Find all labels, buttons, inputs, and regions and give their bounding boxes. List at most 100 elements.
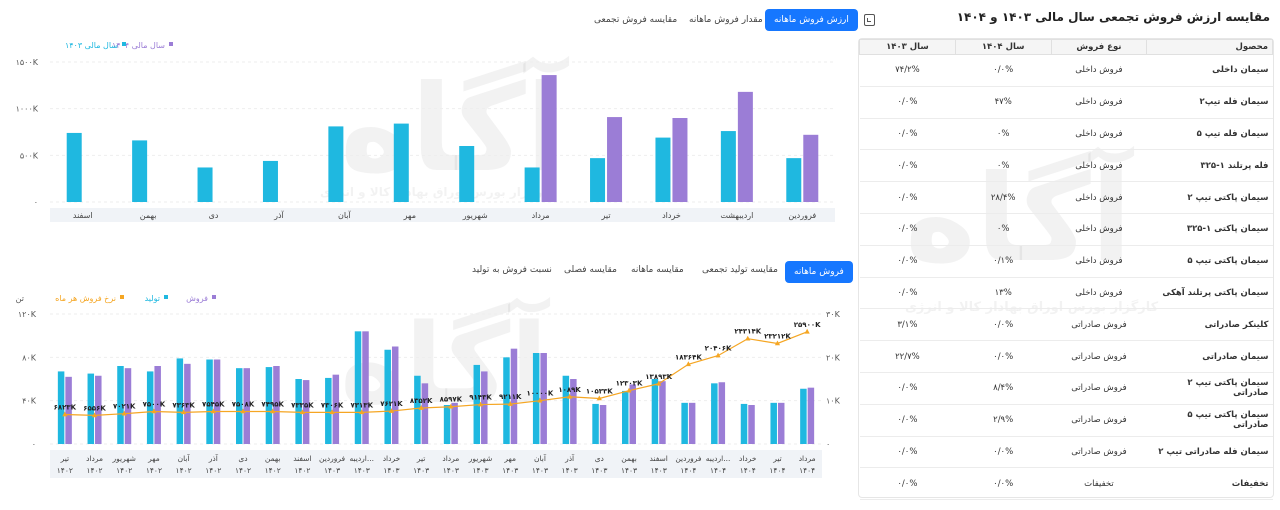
cell-1404: ۰/۰% bbox=[955, 340, 1052, 373]
x-tick-year: ۱۴۰۲ bbox=[205, 466, 221, 475]
rate-data-label: ۱۸۳۶۴K bbox=[675, 353, 702, 361]
left-tick-label: ۱۲۰K bbox=[18, 310, 37, 319]
cell-1404: ۰% bbox=[955, 149, 1052, 183]
tab-monthly-sales[interactable]: فروش ماهانه bbox=[785, 261, 853, 283]
x-tick-label: آذر bbox=[273, 210, 284, 220]
production-bar bbox=[206, 359, 213, 444]
rate-point bbox=[477, 401, 484, 407]
production-bar bbox=[295, 379, 302, 444]
bar bbox=[803, 134, 819, 202]
header-product[interactable]: محصول bbox=[1146, 39, 1273, 55]
header-year-1404[interactable]: سال ۱۴۰۴ bbox=[954, 39, 1052, 55]
export-icon[interactable] bbox=[864, 14, 875, 26]
production-bar bbox=[87, 373, 95, 444]
production-bar bbox=[176, 358, 184, 444]
x-tick-month: اسفند bbox=[293, 454, 311, 463]
table-row: سیمان فله صادراتی تیپ ۲ فروش صادراتی ۰/۰% ۰… bbox=[859, 436, 1273, 469]
x-tick-year: ۱۴۰۲ bbox=[116, 466, 132, 475]
x-tick-year: ۱۴۰۳ bbox=[443, 466, 459, 475]
x-tick-month: فروردین bbox=[675, 454, 702, 463]
x-tick-label: خرداد bbox=[662, 211, 681, 220]
sales-bar bbox=[243, 368, 250, 444]
table-row: تخفیفات تخفیفات ۰/۰% ۰/۰% bbox=[859, 467, 1273, 501]
x-tick-month: اسفند bbox=[650, 454, 668, 463]
production-bar bbox=[503, 357, 510, 444]
cell-1404: ۱۳% bbox=[955, 277, 1052, 310]
rate-point bbox=[151, 408, 157, 414]
sales-bar bbox=[95, 375, 102, 444]
cell-product: تخفیفات bbox=[1146, 467, 1273, 501]
x-tick-year: ۱۴۰۳ bbox=[472, 466, 488, 475]
x-tick-year: ۱۴۰۳ bbox=[383, 466, 399, 475]
bar bbox=[720, 131, 736, 202]
x-tick-year: ۱۴۰۴ bbox=[769, 466, 785, 475]
x-tick-year: ۱۴۰۳ bbox=[591, 466, 607, 475]
x-tick-year: ۱۴۰۲ bbox=[86, 466, 102, 475]
cell-product: سیمان صادراتی bbox=[1146, 340, 1273, 373]
table-row: سیمان پاکتی تیپ ۵ فروش داخلی ۰/۱% ۰/۰% bbox=[859, 245, 1273, 278]
production-bar bbox=[622, 390, 629, 444]
cell-1403: ۲۲/۷% bbox=[859, 340, 956, 373]
x-tick-year: ۱۴۰۲ bbox=[57, 466, 73, 475]
rate-data-label: ۷۴۹۵K bbox=[261, 401, 284, 409]
table-title: مقایسه ارزش فروش تجمعی سال مالی ۱۴۰۳ و ۱… bbox=[956, 10, 1270, 24]
rate-data-label: ۶۵۵۶K bbox=[83, 404, 106, 412]
x-tick-month: بهمن bbox=[265, 454, 281, 463]
x-tick-month: مهر bbox=[147, 454, 160, 463]
tab-cumulative-production-comparison[interactable]: مقایسه تولید تجمعی bbox=[702, 265, 778, 275]
sales-bar bbox=[599, 405, 607, 444]
table-row: سیمان پاکتی پرتلند آهکی فروش داخلی ۱۳% ۰/۰% bbox=[859, 277, 1273, 310]
cell-sale-type: فروش صادراتی bbox=[1051, 436, 1147, 469]
rate-data-label: ۱۰۵۳۳K bbox=[586, 388, 613, 396]
cell-sale-type: فروش صادراتی bbox=[1051, 372, 1147, 405]
rate-point bbox=[626, 387, 632, 393]
legend-swatch bbox=[120, 295, 124, 299]
cell-sale-type: فروش صادراتی bbox=[1051, 404, 1147, 437]
production-bar bbox=[265, 367, 273, 444]
legend-label: نرخ فروش هر ماه bbox=[55, 294, 116, 303]
bar bbox=[197, 167, 213, 202]
cell-1403: ۷۴/۲% bbox=[859, 54, 956, 87]
x-tick-year: ۱۴۰۴ bbox=[799, 466, 815, 475]
x-tick-label: فروردین bbox=[788, 211, 816, 220]
header-year-1403[interactable]: سال ۱۴۰۳ bbox=[859, 39, 956, 55]
rate-point bbox=[567, 393, 573, 399]
tab-monthly-comparison[interactable]: مقایسه ماهانه bbox=[631, 265, 684, 275]
x-tick-month: شهریور bbox=[111, 454, 135, 463]
rate-data-label: ۲۵۹۰۰K bbox=[794, 321, 821, 329]
cell-1404: ۲/۹% bbox=[955, 404, 1052, 437]
bar bbox=[590, 158, 606, 202]
production-bar bbox=[236, 368, 243, 444]
left-tick-label: ۰ bbox=[32, 440, 36, 449]
cell-1404: ۰% bbox=[955, 213, 1052, 246]
tab-monthly-sales-quantity[interactable]: مقدار فروش ماهانه bbox=[689, 15, 763, 25]
rate-point bbox=[715, 352, 721, 358]
production-bar bbox=[532, 353, 540, 444]
tab-seasonal-comparison[interactable]: مقایسه فصلی bbox=[564, 265, 617, 275]
sales-bar bbox=[659, 381, 666, 444]
sales-bar bbox=[481, 371, 488, 444]
cell-sale-type: فروش داخلی bbox=[1051, 54, 1147, 87]
rate-point bbox=[537, 397, 543, 403]
header-sale-type[interactable]: نوع فروش bbox=[1050, 39, 1148, 55]
cell-1403: ۳/۱% bbox=[859, 308, 956, 342]
production-bar bbox=[592, 403, 599, 444]
cell-1403: ۰/۰% bbox=[859, 372, 956, 405]
x-tick-label: مرداد bbox=[532, 211, 550, 220]
x-tick-month: بهمن bbox=[621, 454, 637, 463]
x-tick-year: ۱۴۰۳ bbox=[324, 466, 340, 475]
tab-monthly-sales-value[interactable]: ارزش فروش ماهانه bbox=[765, 9, 858, 31]
cell-1403: ۰/۰% bbox=[859, 404, 956, 437]
x-tick-month: تیر bbox=[772, 454, 782, 463]
production-bar bbox=[146, 371, 154, 444]
tab-cumulative-sales-comparison[interactable]: مقایسه فروش تجمعی bbox=[594, 15, 678, 25]
cell-1404: ۴۷% bbox=[955, 86, 1052, 119]
production-bar bbox=[414, 375, 421, 444]
tab-sales-to-production-ratio[interactable]: نسبت فروش به تولید bbox=[472, 265, 552, 275]
bar bbox=[393, 123, 409, 202]
x-axis-band bbox=[50, 208, 835, 222]
bar bbox=[655, 137, 671, 202]
x-tick-month: خرداد bbox=[383, 454, 401, 463]
bar bbox=[132, 140, 148, 202]
